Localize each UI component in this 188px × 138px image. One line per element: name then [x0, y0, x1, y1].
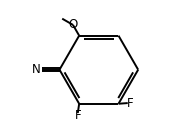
- Text: F: F: [127, 97, 133, 110]
- Text: N: N: [32, 63, 41, 76]
- Text: F: F: [74, 109, 81, 122]
- Text: O: O: [68, 18, 78, 31]
